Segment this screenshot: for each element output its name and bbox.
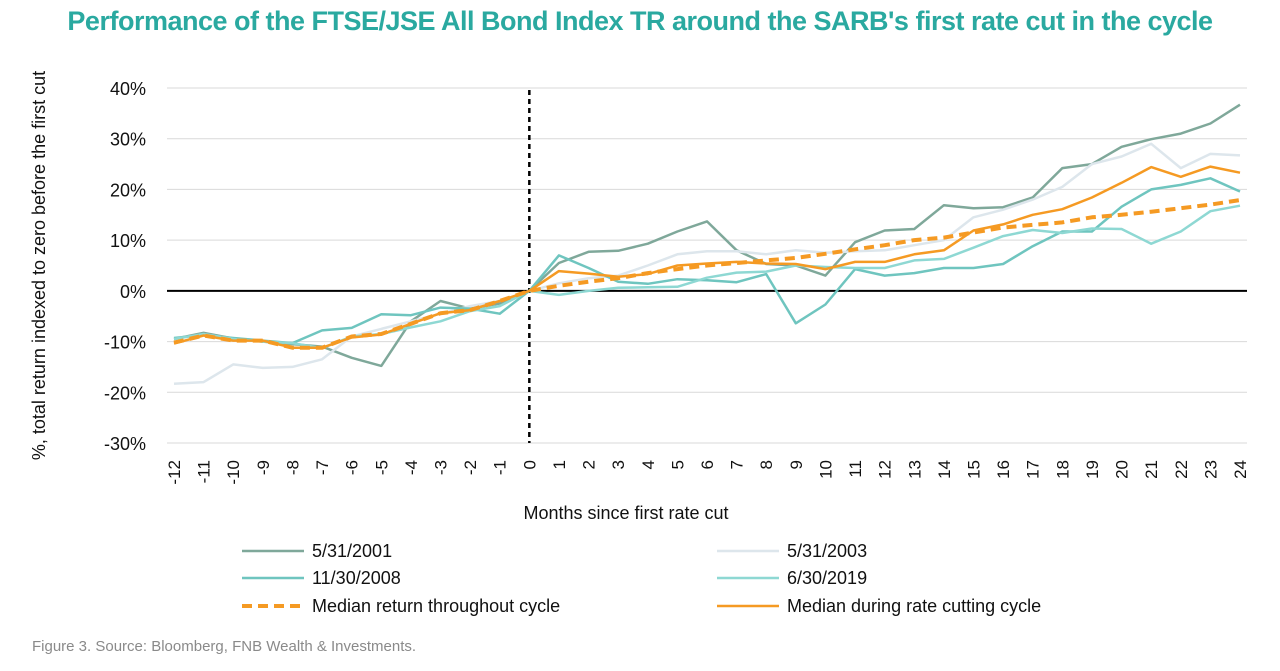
x-tick-label: 24 <box>1231 460 1250 479</box>
series-line <box>173 165 1241 349</box>
y-axis-label: %, total return indexed to zero before t… <box>29 71 49 460</box>
x-tick-label: 15 <box>965 460 984 479</box>
x-tick-label: 18 <box>1053 460 1072 479</box>
x-tick-label: 2 <box>580 460 599 469</box>
x-tick-label: -8 <box>283 460 302 475</box>
y-tick-label: 40% <box>110 79 146 99</box>
y-tick-label: -10% <box>104 333 146 353</box>
x-tick-label: -10 <box>224 460 243 485</box>
x-axis-label: Months since first rate cut <box>523 503 728 523</box>
x-tick-label: 6 <box>698 460 717 469</box>
legend-label: Median return throughout cycle <box>312 596 560 616</box>
x-tick-label: 7 <box>728 460 747 469</box>
x-tick-label: 20 <box>1113 460 1132 479</box>
series-lines <box>173 103 1241 385</box>
x-tick-label: 8 <box>757 460 776 469</box>
y-axis: -30% -20% -10% 0% 10% 20% 30% 40% <box>104 79 146 454</box>
x-tick-label: 19 <box>1083 460 1102 479</box>
x-tick-label: 21 <box>1142 460 1161 479</box>
legend-label: 5/31/2003 <box>787 541 867 561</box>
x-tick-label: 5 <box>668 460 687 469</box>
x-tick-label: -1 <box>491 460 510 475</box>
legend-label: 5/31/2001 <box>312 541 392 561</box>
x-tick-label: 0 <box>520 460 539 469</box>
x-tick-label: 22 <box>1172 460 1191 479</box>
y-tick-label: -30% <box>104 434 146 454</box>
x-tick-label: 17 <box>1024 460 1043 479</box>
x-tick-label: 4 <box>639 460 658 469</box>
x-tick-label: -12 <box>165 460 184 485</box>
x-tick-label: 14 <box>935 460 954 479</box>
x-axis: -12 -11 -10 -9 -8 -7 -6 -5 -4 -3 -2 -1 0 1 2 3 4 5 6 7 8 9 10 1… <box>165 460 1250 485</box>
x-tick-label: -7 <box>313 460 332 475</box>
legend-label: 11/30/2008 <box>312 568 401 588</box>
x-tick-label: -11 <box>195 460 214 483</box>
series-line <box>173 103 1241 368</box>
y-tick-label: -20% <box>104 383 146 403</box>
x-tick-label: 16 <box>994 460 1013 479</box>
x-tick-label: -9 <box>254 460 273 475</box>
legend-label: Median during rate cutting cycle <box>787 596 1041 616</box>
series-line <box>173 177 1241 345</box>
x-tick-label: -6 <box>343 460 362 475</box>
x-tick-label: 1 <box>550 460 569 469</box>
x-tick-label: 13 <box>905 460 924 479</box>
x-tick-label: -2 <box>461 460 480 475</box>
y-tick-label: 30% <box>110 130 146 150</box>
y-tick-label: 0% <box>120 282 146 302</box>
chart-title: Performance of the FTSE/JSE All Bond Ind… <box>67 6 1213 36</box>
figure-caption: Figure 3. Source: Bloomberg, FNB Wealth … <box>32 638 417 655</box>
x-tick-label: 10 <box>816 460 835 479</box>
x-tick-label: 12 <box>876 460 895 479</box>
x-tick-label: -5 <box>372 460 391 475</box>
y-tick-label: 10% <box>110 231 146 251</box>
x-tick-label: 9 <box>787 460 806 469</box>
legend-label: 6/30/2019 <box>787 568 867 588</box>
x-tick-label: -4 <box>402 460 421 475</box>
x-tick-label: 3 <box>609 460 628 469</box>
x-tick-label: 11 <box>846 460 865 478</box>
x-tick-label: -3 <box>432 460 451 475</box>
x-tick-label: 23 <box>1201 460 1220 479</box>
y-tick-label: 20% <box>110 180 146 200</box>
series-line <box>173 204 1241 350</box>
legend: 5/31/2001 5/31/2003 11/30/2008 6/30/2019 Med… <box>242 541 1041 616</box>
line-chart: -30%-20%-10%0%10%20%30%40% -12 -11 -10 -9 -8… <box>29 71 1250 616</box>
